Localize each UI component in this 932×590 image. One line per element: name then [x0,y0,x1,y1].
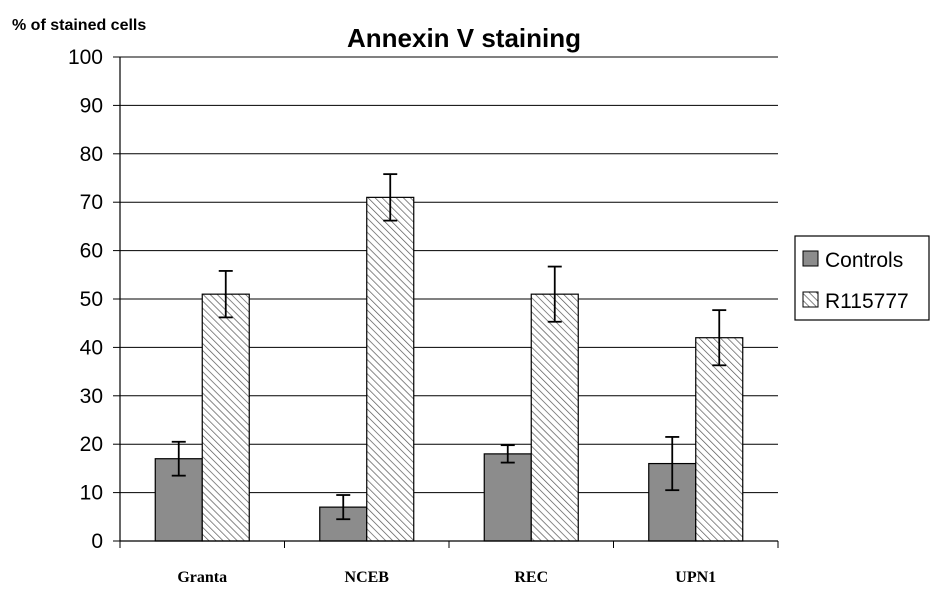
y-tick-label-50: 50 [80,288,103,311]
legend-swatch-r115777 [802,291,819,308]
y-tick-label-80: 80 [80,143,103,166]
error-bars [171,173,727,521]
bars [154,196,744,542]
x-tick-labels: Granta NCEB REC UPN1 [177,569,716,586]
y-tick-label-10: 10 [80,482,103,505]
y-axis-label: % of stained cells [12,17,146,34]
x-tick-label-granta: Granta [177,569,227,586]
y-tick-label-90: 90 [80,94,103,117]
bar-rec-series-0 [483,453,532,542]
bar-granta-series-1 [201,293,250,542]
legend: Controls R115777 [794,235,930,321]
x-tick-label-upn1: UPN1 [675,569,716,586]
y-tick-label-70: 70 [80,191,103,214]
y-tick-label-100: 100 [68,46,103,69]
bar-rec-series-1 [530,293,579,542]
legend-swatch-controls [802,250,819,267]
y-tick-label-60: 60 [80,240,103,263]
y-tick-label-0: 0 [91,530,103,553]
chart-title: Annexin V staining [347,23,581,53]
legend-label-controls: Controls [825,249,903,272]
bar-nceb-series-1 [366,196,415,542]
x-tick-label-rec: REC [514,569,548,586]
y-tick-label-20: 20 [80,433,103,456]
x-tick-label-nceb: NCEB [345,569,390,586]
bar-upn1-series-1 [695,337,744,542]
y-tick-labels: 0 10 20 30 40 50 60 70 80 90 100 [68,46,103,553]
axes [113,56,779,548]
y-tick-label-30: 30 [80,385,103,408]
legend-label-r115777: R115777 [825,290,909,313]
y-tick-label-40: 40 [80,336,103,359]
